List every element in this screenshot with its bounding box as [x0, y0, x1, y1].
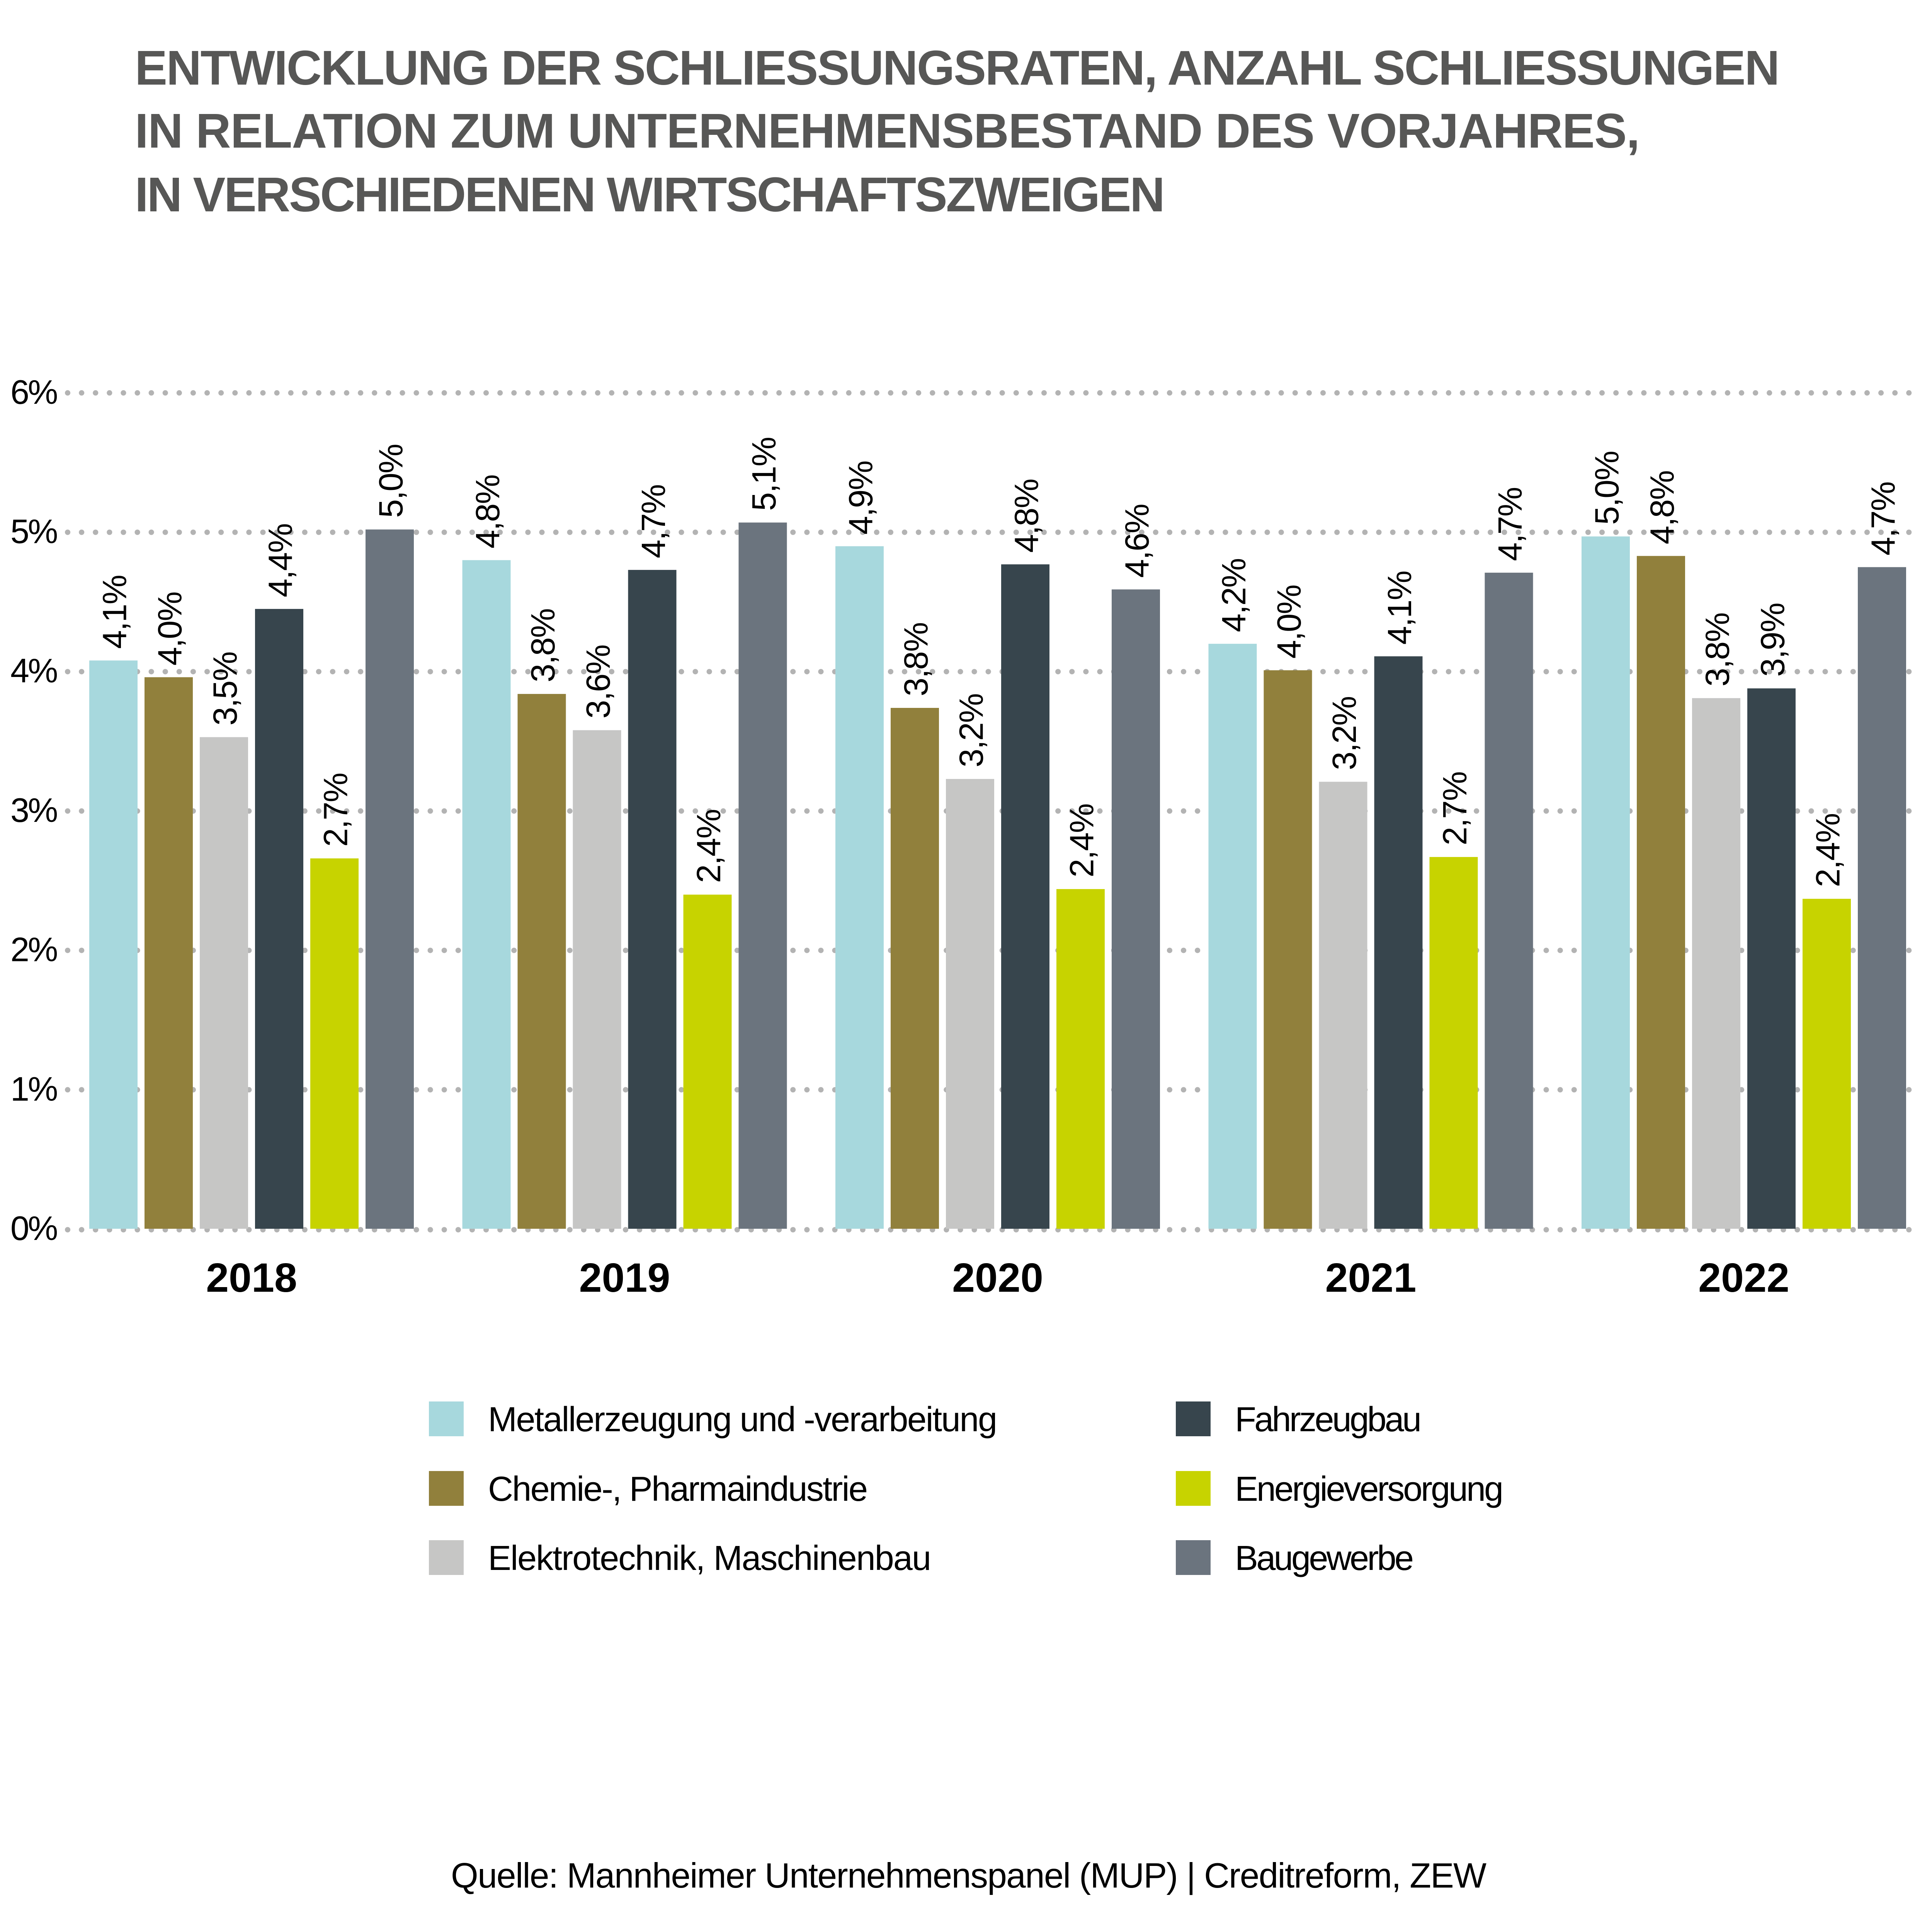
svg-text:3,8%: 3,8% — [524, 609, 562, 682]
svg-text:3,8%: 3,8% — [1699, 613, 1736, 686]
svg-text:Quelle: Mannheimer Unternehmen: Quelle: Mannheimer Unternehmenspanel (MU… — [451, 1856, 1486, 1895]
svg-text:3,9%: 3,9% — [1754, 603, 1792, 677]
svg-text:1%: 1% — [10, 1070, 57, 1108]
svg-text:4,0%: 4,0% — [1270, 585, 1308, 658]
svg-text:2,4%: 2,4% — [1810, 814, 1847, 887]
svg-text:2021: 2021 — [1325, 1255, 1417, 1301]
svg-text:4,8%: 4,8% — [1008, 479, 1046, 553]
svg-text:5,0%: 5,0% — [372, 444, 410, 518]
svg-text:4,7%: 4,7% — [635, 485, 672, 558]
svg-text:3,6%: 3,6% — [580, 645, 617, 718]
svg-text:2018: 2018 — [206, 1255, 297, 1301]
svg-text:Elektrotechnik, Maschinenbau: Elektrotechnik, Maschinenbau — [488, 1539, 931, 1578]
svg-text:4,1%: 4,1% — [96, 575, 134, 649]
svg-text:5,1%: 5,1% — [745, 437, 783, 511]
svg-text:4,0%: 4,0% — [151, 592, 189, 665]
svg-text:2,7%: 2,7% — [317, 773, 355, 847]
svg-text:3,5%: 3,5% — [207, 652, 244, 725]
svg-text:Energieversorgung: Energieversorgung — [1235, 1470, 1503, 1509]
svg-text:3,2%: 3,2% — [953, 694, 990, 767]
svg-text:2,4%: 2,4% — [690, 810, 728, 883]
svg-text:3,2%: 3,2% — [1326, 697, 1363, 770]
svg-text:2022: 2022 — [1698, 1255, 1789, 1301]
svg-text:4,8%: 4,8% — [1644, 471, 1681, 544]
svg-text:Fahrzeugbau: Fahrzeugbau — [1235, 1400, 1422, 1439]
svg-text:2%: 2% — [10, 930, 57, 969]
svg-text:4,7%: 4,7% — [1865, 482, 1902, 555]
svg-text:4,6%: 4,6% — [1119, 504, 1156, 578]
svg-text:4,2%: 4,2% — [1215, 559, 1253, 632]
svg-text:4,9%: 4,9% — [842, 461, 880, 534]
svg-text:Metallerzeugung und -verarbeit: Metallerzeugung und -verarbeitung — [488, 1400, 997, 1439]
svg-text:2019: 2019 — [579, 1255, 670, 1301]
svg-text:4,4%: 4,4% — [262, 524, 299, 597]
svg-text:2,7%: 2,7% — [1436, 772, 1474, 845]
svg-text:6%: 6% — [10, 373, 57, 411]
svg-text:0%: 0% — [10, 1209, 57, 1247]
svg-text:3,8%: 3,8% — [898, 623, 935, 696]
svg-text:4,7%: 4,7% — [1492, 488, 1529, 561]
svg-text:Baugewerbe: Baugewerbe — [1235, 1539, 1414, 1578]
svg-text:Chemie-, Pharmaindustrie: Chemie-, Pharmaindustrie — [488, 1470, 868, 1509]
svg-text:IN RELATION ZUM UNTERNEHMENSBE: IN RELATION ZUM UNTERNEHMENSBESTAND DES … — [135, 104, 1640, 158]
svg-text:2,4%: 2,4% — [1063, 804, 1101, 878]
svg-text:4,8%: 4,8% — [469, 475, 507, 548]
svg-text:2020: 2020 — [952, 1255, 1043, 1301]
svg-text:4%: 4% — [10, 651, 57, 690]
svg-text:IN VERSCHIEDENEN WIRTSCHAFTSZW: IN VERSCHIEDENEN WIRTSCHAFTSZWEIGEN — [135, 167, 1165, 222]
svg-text:ENTWICKLUNG DER SCHLIESSUNGSRA: ENTWICKLUNG DER SCHLIESSUNGSRATEN, ANZAH… — [135, 41, 1780, 95]
svg-text:3%: 3% — [10, 791, 57, 829]
svg-text:4,1%: 4,1% — [1381, 571, 1418, 645]
svg-text:5%: 5% — [10, 512, 57, 551]
svg-text:5,0%: 5,0% — [1588, 451, 1626, 525]
